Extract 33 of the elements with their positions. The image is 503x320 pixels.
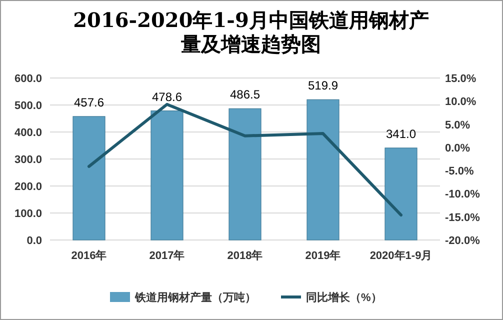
x-tick-label: 2017年 (149, 249, 185, 262)
y2-tick-label: 5.0% (445, 119, 470, 132)
y-tick-label: 100.0 (14, 208, 42, 220)
x-tick-label: 2020年1-9月 (370, 249, 432, 262)
bar (72, 116, 106, 240)
bar (384, 148, 418, 240)
legend-label: 同比增长（%） (306, 291, 382, 304)
bar (150, 110, 184, 240)
y2-tick-label: -5.0% (445, 166, 474, 178)
y-tick-label: 0.0 (26, 235, 42, 247)
x-tick-label: 2016年 (71, 249, 107, 262)
x-tick-label: 2018年 (227, 249, 263, 262)
y-tick-label: 200.0 (14, 181, 42, 193)
x-tick-label: 2019年 (305, 249, 341, 262)
y2-tick-label: -20.0% (445, 235, 480, 247)
y2-tick-label: -10.0% (445, 188, 480, 201)
y2-tick-label: 10.0% (445, 96, 476, 108)
bar (228, 108, 262, 240)
bar (306, 99, 340, 240)
data-label: 457.6 (74, 95, 104, 110)
y-tick-label: 500.0 (14, 100, 42, 112)
y2-tick-label: -15.0% (445, 212, 480, 224)
data-label: 478.6 (152, 90, 182, 104)
y-tick-label: 600.0 (14, 73, 42, 85)
y2-tick-label: 15.0% (445, 73, 476, 85)
legend-label: 铁道用钢材产量（万吨） (134, 291, 256, 304)
y-tick-label: 300.0 (14, 154, 42, 166)
y2-tick-label: 0.0% (445, 142, 470, 154)
chart-title: 2016-2020年1-9月中国铁道用钢材产量及增速趋势图 (72, 8, 430, 56)
data-label: 341.0 (386, 126, 416, 141)
data-label: 486.5 (230, 88, 260, 102)
y-tick-label: 400.0 (14, 127, 42, 139)
data-label: 519.9 (308, 78, 338, 93)
